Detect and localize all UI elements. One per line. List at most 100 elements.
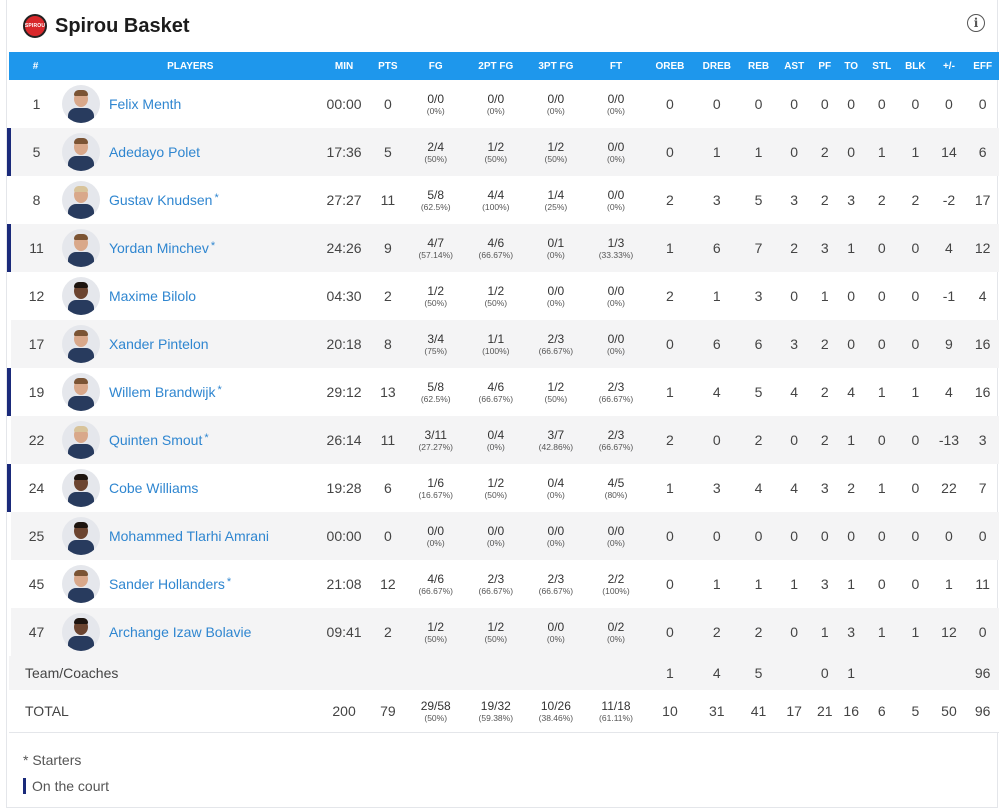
table-row[interactable]: 45 Sander Hollanders * 21:08 12 4/6 (66.67%) 2/… [9, 560, 999, 608]
cell-to: 0 [847, 96, 856, 112]
column-header-eff: EFF [973, 60, 993, 72]
table-row[interactable]: 12 Maxime Bilolo 04:30 2 1/2 (50%) 1/2 (50%) 0/0… [9, 272, 999, 320]
cell-eff: 6 [978, 144, 987, 160]
stat-fg-made-attempted: 4/7 [427, 235, 445, 250]
player-name-link[interactable]: Felix Menth [109, 96, 181, 112]
cell-fg3: 0/0 (0%) [526, 80, 585, 128]
table-row[interactable]: 24 Cobe Williams 19:28 6 1/6 (16.67%) 1/2 (50%)… [7, 464, 999, 512]
cell-oreb: 2 [666, 432, 674, 448]
team-cell-pf: 0 [820, 665, 829, 681]
cell-blk: 1 [911, 384, 920, 400]
player-name-link[interactable]: Gustav Knudsen * [109, 192, 219, 208]
total-cell-fg: 29/58 (50%) [406, 690, 465, 732]
cell-blk: 0 [911, 240, 920, 256]
player-cell: Yordan Minchev * [61, 229, 319, 267]
table-row[interactable]: 19 Willem Brandwijk * 29:12 13 5/8 (62.5%) 4/6(… [7, 368, 999, 416]
cell-fg3: 0/1 (0%) [526, 224, 585, 272]
cell-ast: 3 [790, 192, 799, 208]
table-header-row: # PLAYERS MIN PTS FG 2PT FG 3PT FG FT OREB DREB RE… [9, 52, 999, 80]
stat-fg2-percent: (0%) [486, 441, 505, 452]
cell-fg: 3/11 (27.27%) [406, 416, 465, 464]
table-row[interactable]: 47 Archange Izaw Bolavie 09:41 2 1/2 (50%) 1/2… [9, 608, 999, 656]
cell-fg3: 1/2 (50%) [526, 128, 585, 176]
stat-fg2-percent: (50%) [484, 153, 508, 164]
stat-ft-percent: (0%) [607, 153, 625, 164]
cell-dreb: 3 [712, 480, 721, 496]
table-row[interactable]: 22 Quinten Smout * 26:14 11 3/11 (27.27%) 0/4 (0… [9, 416, 999, 464]
cell-to: 2 [847, 480, 856, 496]
stat-fg-made-attempted: 1/2 [427, 619, 445, 634]
stat-fg-percent: (50%) [424, 712, 448, 723]
stat-fg3-made-attempted: 10/26 [540, 698, 571, 713]
cell-reb: 5 [754, 384, 763, 400]
player-name-link[interactable]: Willem Brandwijk * [109, 384, 222, 400]
cell-eff: 16 [974, 336, 991, 352]
stat-fg-made-attempted: 1/6 [427, 475, 445, 490]
cell-dreb: 6 [712, 336, 721, 352]
cell-min: 27:27 [326, 192, 362, 208]
cell-min: 04:30 [326, 288, 362, 304]
player-name-link[interactable]: Mohammed Tlarhi Amrani [109, 528, 269, 544]
player-name-link[interactable]: Sander Hollanders * [109, 576, 231, 592]
cell-num: 24 [7, 464, 62, 512]
cell-blk: 0 [911, 336, 920, 352]
legend-starters-label: * Starters [23, 751, 82, 768]
cell-fg: 4/7 (57.14%) [406, 224, 465, 272]
player-name-link[interactable]: Yordan Minchev * [109, 240, 215, 256]
table-row[interactable]: 8 Gustav Knudsen * 27:27 11 5/8 (62.5%) 4/4 (100… [9, 176, 999, 224]
cell-reb: 3 [754, 288, 763, 304]
cell-fg2: 2/3 (66.67%) [465, 560, 526, 608]
player-avatar [61, 421, 100, 459]
cell-pf: 2 [820, 384, 829, 400]
stat-fg-made-attempted: 0/0 [427, 91, 445, 106]
stat-fg3-made-attempted: 0/0 [547, 91, 565, 106]
stat-ft-percent: (0%) [607, 297, 625, 308]
cell-fg: 2/4 (50%) [406, 128, 465, 176]
team-cell-pm [932, 656, 967, 690]
player-name: Willem Brandwijk [108, 384, 216, 400]
cell-pf: 2 [820, 192, 829, 208]
stat-ft-made-attempted: 0/0 [607, 331, 625, 346]
stat-ft-made-attempted: 0/0 [607, 523, 625, 538]
stat-fg2-made-attempted: 2/3 [487, 571, 505, 586]
cell-name: Cobe Williams [61, 464, 319, 512]
cell-fg2: 0/4 (0%) [465, 416, 526, 464]
player-cell: Willem Brandwijk * [61, 373, 319, 411]
player-name-link[interactable]: Maxime Bilolo [109, 288, 196, 304]
info-icon[interactable]: i [967, 14, 985, 32]
cell-name: Gustav Knudsen * [61, 176, 319, 224]
cell-pts: 8 [383, 336, 392, 352]
cell-oreb: 0 [666, 528, 674, 544]
cell-reb: 0 [754, 528, 763, 544]
table-row[interactable]: 17 Xander Pintelon 20:18 8 3/4 (75%) 1/1 (100%)… [9, 320, 999, 368]
cell-ast: 0 [790, 144, 799, 160]
team-name: Spirou Basket [55, 14, 190, 37]
table-row[interactable]: 25 Mohammed Tlarhi Amrani 00:00 0 0/0 (0%) 0/0… [9, 512, 999, 560]
cell-pm: 4 [945, 384, 953, 400]
team-header: SPIROU Spirou Basket i [7, 0, 997, 52]
cell-fg2: 4/6 (66.67%) [465, 368, 526, 416]
cell-to: 1 [847, 432, 856, 448]
stat-fg2-percent: (100%) [482, 201, 510, 212]
cell-fg2: 4/4 (100%) [465, 176, 526, 224]
player-name-link[interactable]: Cobe Williams [109, 480, 198, 496]
cell-fg: 1/2 (50%) [406, 272, 465, 320]
player-name-link[interactable]: Archange Izaw Bolavie [109, 624, 251, 640]
stat-ft-percent: (0%) [607, 201, 625, 212]
table-row[interactable]: 11 Yordan Minchev * 24:26 9 4/7 (57.14%) 4/6 (66… [7, 224, 999, 272]
player-name-link[interactable]: Adedayo Polet [109, 144, 200, 160]
cell-num: 17 [28, 336, 45, 352]
total-cell-to: 16 [843, 702, 859, 719]
player-name: Quinten Smout [108, 432, 203, 448]
player-avatar [61, 277, 100, 315]
cell-reb: 7 [754, 240, 763, 256]
cell-stl: 1 [877, 624, 886, 640]
table-row[interactable]: 5 Adedayo Polet 17:36 5 2/4 (50%) 1/2 (50%) 1/2(… [7, 128, 999, 176]
team-logo-text: SPIROU [24, 23, 46, 29]
table-row[interactable]: 1 Felix Menth 00:00 0 0/0 (0%) 0/0 (0%) 0/0 (0%) 0… [9, 80, 999, 128]
stat-fg-made-attempted: 29/58 [420, 698, 451, 713]
player-name-link[interactable]: Quinten Smout * [109, 432, 209, 448]
player-name-link[interactable]: Xander Pintelon [109, 336, 209, 352]
player-name: Xander Pintelon [108, 336, 209, 352]
cell-pm: 1 [945, 576, 953, 592]
